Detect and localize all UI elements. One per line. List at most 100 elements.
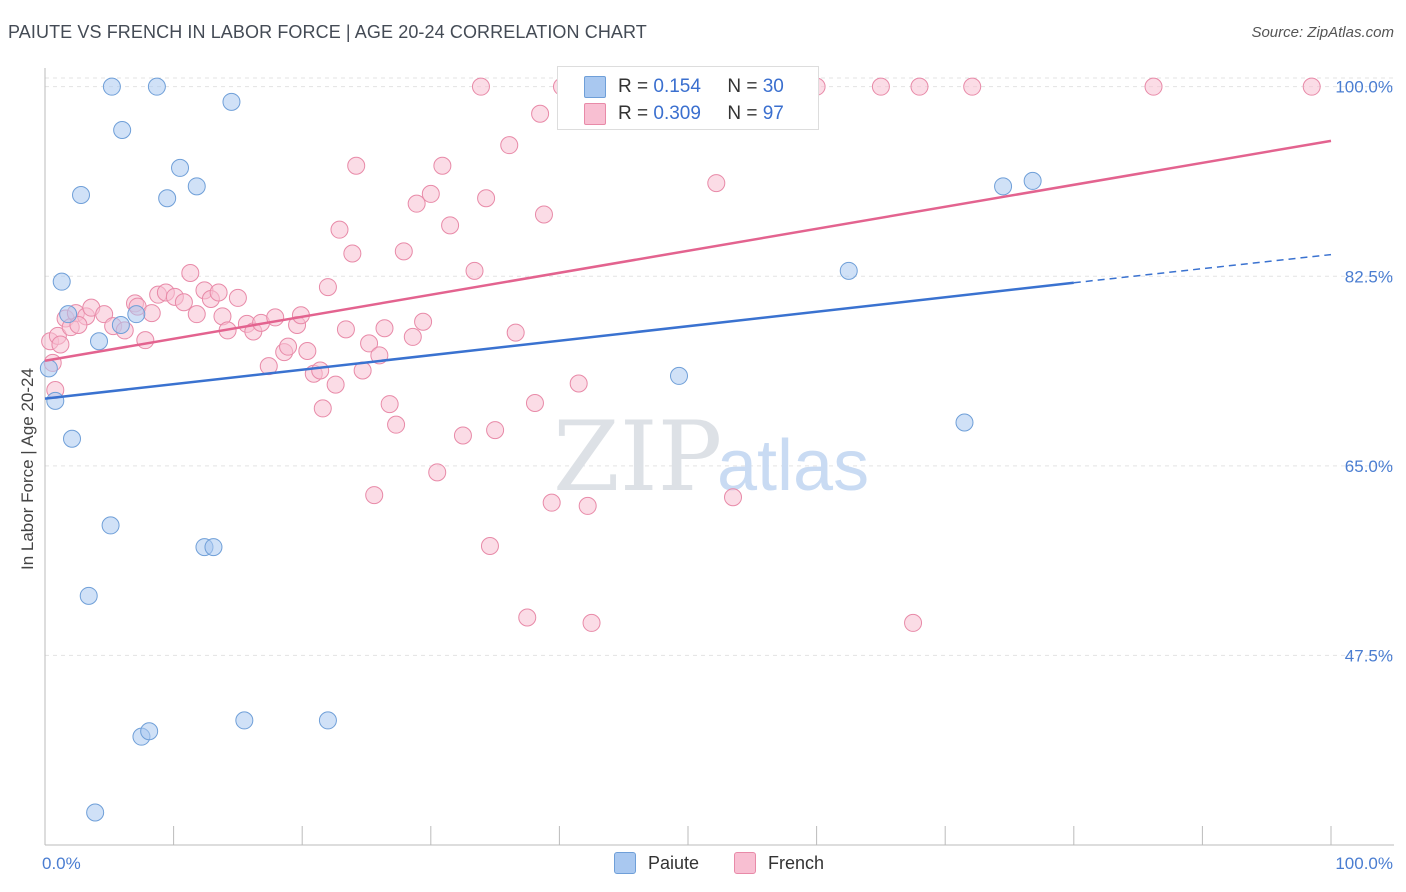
chart-title: PAIUTE VS FRENCH IN LABOR FORCE | AGE 20… bbox=[8, 22, 647, 42]
french-point bbox=[347, 156, 366, 175]
french-point bbox=[707, 174, 726, 193]
paiute-point bbox=[669, 366, 688, 385]
paiute-point bbox=[46, 391, 65, 410]
french-point bbox=[318, 278, 337, 297]
paiute-point bbox=[839, 261, 858, 280]
french-legend-swatch bbox=[734, 852, 756, 874]
french-point bbox=[375, 319, 394, 338]
french-r-value: 0.309 bbox=[653, 103, 701, 124]
paiute-point bbox=[127, 305, 146, 324]
paiute-point bbox=[111, 316, 130, 334]
french-point bbox=[279, 337, 298, 356]
french-swatch bbox=[584, 103, 606, 125]
french-point bbox=[871, 77, 890, 96]
french-point bbox=[336, 320, 355, 339]
french-point bbox=[394, 242, 413, 261]
paiute-swatch bbox=[584, 76, 606, 98]
watermark-zip: ZIP bbox=[553, 401, 722, 513]
x-tick-labels: 0.0% 100.0% bbox=[42, 854, 1393, 873]
legend-item-paiute[interactable]: Paiute bbox=[614, 852, 699, 874]
french-point bbox=[582, 613, 601, 632]
french-point bbox=[313, 399, 332, 418]
paiute-point bbox=[147, 77, 166, 96]
y-tick-label: 47.5% bbox=[1345, 646, 1393, 665]
source-label: Source: ZipAtlas.com bbox=[1251, 24, 1394, 41]
french-stats: R = 0.309 N = 97 bbox=[618, 103, 784, 125]
paiute-point bbox=[187, 177, 206, 196]
paiute-point bbox=[52, 272, 71, 291]
french-point bbox=[453, 426, 472, 445]
y-tick-label: 82.5% bbox=[1345, 267, 1393, 286]
french-point bbox=[414, 312, 433, 331]
paiute-n-value: 30 bbox=[762, 76, 784, 97]
french-point bbox=[181, 264, 200, 282]
paiute-point bbox=[171, 158, 190, 177]
french-point bbox=[542, 493, 561, 512]
paiute-point bbox=[39, 359, 58, 378]
french-point bbox=[963, 77, 982, 96]
french-point bbox=[228, 288, 247, 307]
paiute-point bbox=[101, 516, 120, 535]
french-point bbox=[1144, 77, 1163, 96]
french-point bbox=[480, 537, 499, 555]
french-point bbox=[477, 189, 496, 208]
paiute-point bbox=[204, 538, 223, 557]
paiute-legend-swatch bbox=[614, 852, 636, 874]
french-point bbox=[506, 323, 525, 342]
series-legend: Paiute French bbox=[0, 852, 1406, 878]
french-point bbox=[95, 305, 114, 324]
french-point bbox=[531, 104, 550, 123]
french-point bbox=[569, 374, 588, 393]
french-point bbox=[343, 244, 362, 263]
french-point bbox=[578, 496, 597, 515]
paiute-trend-line bbox=[44, 281, 1074, 400]
french-point bbox=[486, 421, 505, 440]
paiute-point bbox=[79, 586, 98, 605]
french-point bbox=[330, 220, 349, 239]
paiute-point bbox=[235, 711, 254, 730]
paiute-point bbox=[90, 332, 109, 351]
french-point bbox=[387, 415, 406, 434]
paiute-point bbox=[102, 77, 121, 96]
french-point bbox=[403, 327, 422, 346]
paiute-point bbox=[113, 121, 132, 139]
paiute-point bbox=[158, 189, 177, 208]
french-point bbox=[441, 216, 460, 235]
paiute-point bbox=[318, 711, 337, 730]
x-tick-label-start: 0.0% bbox=[42, 854, 81, 873]
n-label: N = bbox=[727, 103, 758, 124]
french-point bbox=[421, 184, 440, 203]
paiute-stats: R = 0.154 N = 30 bbox=[618, 76, 784, 98]
french-point bbox=[534, 205, 553, 224]
stats-legend: R = 0.154 N = 30 R = 0.309 N = 97 bbox=[557, 66, 819, 130]
paiute-point bbox=[63, 429, 82, 448]
r-label: R = bbox=[618, 103, 649, 124]
french-point bbox=[136, 331, 155, 350]
y-tick-label: 100.0% bbox=[1335, 78, 1393, 97]
french-point bbox=[298, 342, 317, 360]
paiute-point bbox=[994, 177, 1013, 196]
french-point bbox=[525, 394, 544, 412]
paiute-point bbox=[59, 305, 78, 324]
french-point bbox=[142, 304, 161, 323]
watermark-atlas: atlas bbox=[717, 426, 869, 506]
y-tick-label: 65.0% bbox=[1345, 457, 1393, 476]
french-point bbox=[1302, 77, 1321, 96]
paiute-point bbox=[86, 803, 105, 822]
r-label: R = bbox=[618, 76, 649, 97]
paiute-point bbox=[140, 722, 159, 741]
french-n-value: 97 bbox=[762, 103, 784, 124]
paiute-trend-extension bbox=[1073, 253, 1332, 284]
paiute-point bbox=[1023, 171, 1042, 190]
french-point bbox=[465, 261, 484, 280]
french-point bbox=[428, 463, 447, 482]
french-point bbox=[174, 293, 193, 312]
axes bbox=[44, 68, 1394, 846]
paiute-point bbox=[955, 413, 974, 432]
legend-item-french[interactable]: French bbox=[734, 852, 824, 874]
paiute-r-value: 0.154 bbox=[653, 76, 701, 97]
paiute-legend-label: Paiute bbox=[648, 852, 700, 873]
french-point bbox=[380, 395, 399, 414]
french-legend-label: French bbox=[768, 852, 825, 873]
